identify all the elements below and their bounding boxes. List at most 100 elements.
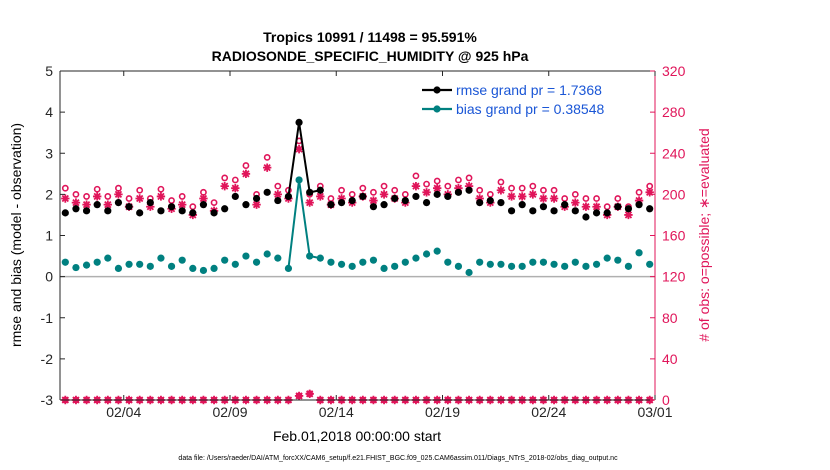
obs-possible-point	[210, 199, 218, 206]
obs-evaluated-point	[454, 184, 463, 193]
obs-evaluated-point	[634, 196, 644, 205]
series-point-bias	[221, 256, 229, 264]
series-point-rmse	[550, 207, 558, 215]
y-tick-label-left: 3	[45, 145, 53, 161]
obs-possible-point	[157, 185, 165, 193]
y-axis-label-left: rmse and bias (model - observation)	[8, 123, 24, 347]
series-point-rmse	[369, 203, 378, 211]
plot-background	[60, 71, 655, 400]
obs-evaluated-point	[592, 202, 601, 211]
series-point-rmse	[306, 188, 314, 196]
x-tick-label: 02/09	[212, 404, 247, 420]
series-point-rmse	[93, 201, 101, 209]
plot-area: 02/04 02/09 02/14 02/19 02/24 03/01 -3 -2 -1 0 1 2 3…	[41, 63, 686, 420]
obs-evaluated-point	[305, 198, 314, 207]
series-point-rmse	[72, 205, 80, 213]
series-line-rmse	[287, 122, 321, 197]
series-point-bias	[146, 262, 154, 270]
series-point-bias	[624, 262, 633, 270]
series-point-bias	[104, 254, 112, 262]
chart-subtitle: RADIOSONDE_SPECIFIC_HUMIDITY @ 925 hPa	[212, 48, 529, 64]
series-point-rmse	[571, 207, 579, 215]
series-point-bias	[539, 258, 548, 266]
series-point-rmse	[125, 203, 133, 211]
series-point-bias	[454, 262, 463, 270]
series-point-bias	[61, 258, 69, 266]
obs-possible-point	[359, 184, 367, 192]
obs-evaluated-point	[71, 198, 81, 207]
series-point-bias	[497, 260, 505, 268]
obs-evaluated-point	[61, 194, 70, 203]
obs-evaluated-point	[422, 188, 431, 197]
series-point-bias	[306, 252, 314, 260]
series-point-rmse	[274, 196, 282, 205]
series-point-bias	[136, 260, 144, 268]
obs-possible-point	[529, 182, 537, 190]
obs-evaluated-point	[177, 200, 187, 209]
obs-evaluated-point	[624, 210, 633, 220]
y-tick-label-left: 4	[45, 104, 53, 120]
series-point-rmse	[412, 192, 420, 201]
legend: rmse grand pr = 1.7368 bias grand pr = 0…	[416, 80, 642, 120]
series-point-rmse	[646, 205, 654, 213]
y-tick-label-left: -3	[41, 392, 54, 408]
obs-possible-point	[614, 195, 622, 202]
series-point-bias	[125, 260, 133, 268]
series-point-bias	[507, 262, 516, 270]
obs-evaluated-point	[156, 192, 166, 201]
obs-evaluated-point	[379, 190, 389, 199]
y-axis-label-right: # of obs: o=possible; ∗=evaluated	[696, 128, 712, 341]
legend-bias-marker	[433, 105, 441, 113]
series-point-bias	[646, 260, 654, 268]
series-point-rmse	[359, 192, 367, 201]
series-line-bias	[287, 179, 321, 269]
series-point-rmse	[635, 201, 643, 209]
series-point-rmse	[518, 201, 526, 209]
obs-evaluated-point	[92, 192, 102, 201]
series-point-bias	[412, 254, 420, 262]
series-point-bias	[476, 258, 484, 266]
obs-zero-evaluated-point	[294, 391, 304, 401]
obs-evaluated-point	[273, 190, 283, 199]
obs-possible-point	[433, 177, 441, 185]
series-point-bias	[518, 262, 526, 270]
series-point-rmse	[157, 207, 165, 215]
y-tick-label-right: 240	[662, 145, 686, 161]
series-point-rmse	[114, 199, 123, 207]
series-point-rmse	[316, 186, 324, 194]
series-point-rmse	[104, 207, 112, 215]
y-tick-label-right: 200	[662, 186, 686, 202]
obs-evaluated-point	[517, 192, 527, 201]
series-point-rmse	[242, 201, 250, 209]
obs-possible-point	[370, 188, 377, 196]
series-point-rmse	[582, 213, 590, 221]
x-tick-label: 02/14	[319, 404, 354, 420]
legend-rmse-label: rmse grand pr = 1.7368	[456, 82, 602, 98]
y-tick-label-left: 0	[45, 269, 53, 285]
series-point-rmse	[561, 201, 569, 209]
series-point-rmse	[401, 196, 409, 205]
series-point-bias	[263, 250, 271, 258]
obs-evaluated-point	[549, 194, 559, 203]
obs-possible-point	[338, 186, 345, 194]
series-point-bias	[603, 254, 611, 262]
obs-possible-point	[635, 188, 643, 196]
obs-possible-point	[221, 174, 229, 182]
x-tick-label: 02/24	[531, 404, 566, 420]
series-point-bias	[114, 264, 123, 272]
series-point-rmse	[199, 201, 208, 209]
obs-possible-point	[93, 185, 101, 193]
series-point-bias	[401, 258, 409, 266]
y-tick-label-left: 2	[45, 186, 53, 202]
series-point-bias	[242, 252, 250, 260]
obs-evaluated-point	[475, 194, 484, 203]
series-point-bias	[422, 250, 431, 258]
series-point-rmse	[82, 207, 91, 215]
series-point-rmse	[284, 192, 293, 201]
series-point-rmse	[422, 199, 431, 207]
obs-evaluated-point	[571, 198, 580, 207]
x-tick-label: 02/04	[106, 404, 141, 420]
series-point-bias	[486, 260, 494, 268]
y-tick-label-right: 280	[662, 104, 686, 120]
obs-possible-point	[72, 190, 80, 198]
